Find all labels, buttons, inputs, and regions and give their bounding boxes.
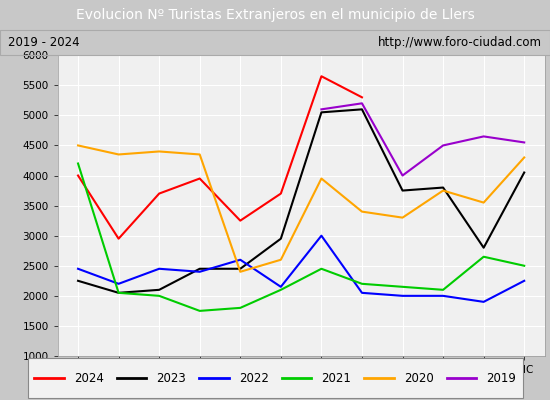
Text: 2022: 2022 [239, 372, 268, 384]
Text: 2023: 2023 [156, 372, 186, 384]
Text: Evolucion Nº Turistas Extranjeros en el municipio de Llers: Evolucion Nº Turistas Extranjeros en el … [76, 8, 474, 22]
Text: http://www.foro-ciudad.com: http://www.foro-ciudad.com [378, 36, 542, 49]
Text: 2019 - 2024: 2019 - 2024 [8, 36, 80, 49]
Text: 2024: 2024 [74, 372, 103, 384]
Text: 2020: 2020 [404, 372, 433, 384]
Text: 2021: 2021 [321, 372, 351, 384]
Text: 2019: 2019 [486, 372, 516, 384]
